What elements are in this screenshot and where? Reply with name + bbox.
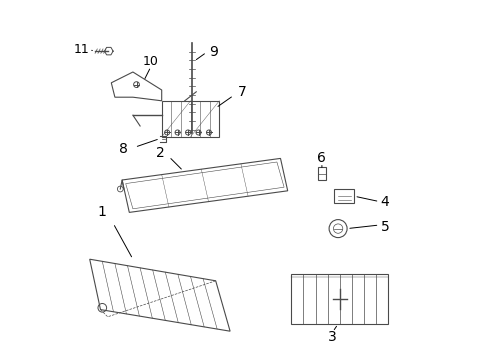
Text: 1: 1: [98, 206, 106, 219]
Text: 7: 7: [238, 85, 246, 99]
Text: 9: 9: [209, 45, 218, 59]
Text: 5: 5: [380, 220, 388, 234]
Text: 10: 10: [142, 55, 159, 68]
Text: 2: 2: [155, 146, 164, 160]
Text: 11: 11: [74, 43, 89, 56]
Text: 8: 8: [119, 143, 128, 156]
Text: 4: 4: [380, 195, 388, 208]
Text: 3: 3: [327, 330, 336, 343]
Text: 6: 6: [317, 152, 325, 165]
